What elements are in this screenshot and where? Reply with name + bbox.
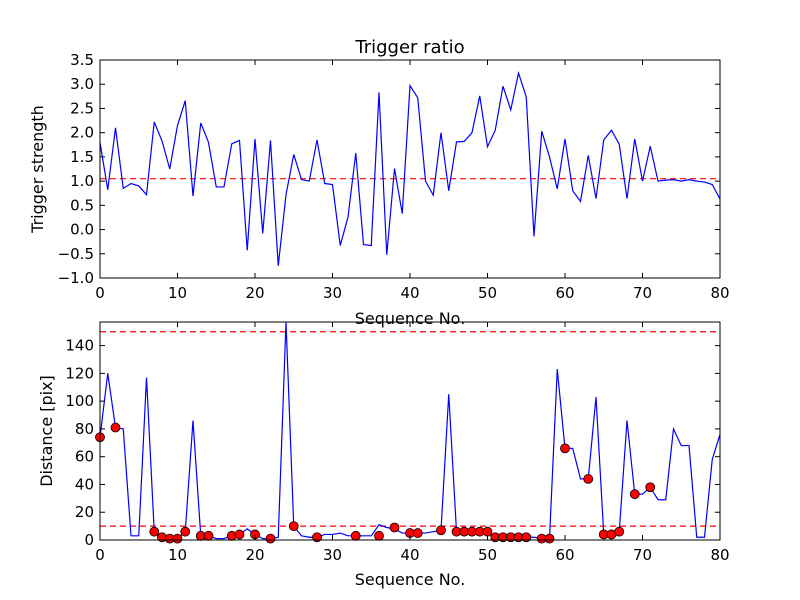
top-y-ticks: −1.0 −0.5 0.0 0.5 1.0 1.5 2.0 2.5 3.0 3.5 xyxy=(58,51,720,287)
data-point-marker xyxy=(180,526,191,537)
y-tick-label: 3.5 xyxy=(70,51,94,69)
y-tick-label: 0 xyxy=(84,531,94,549)
y-tick-label: 40 xyxy=(75,475,94,493)
x-tick-label: 40 xyxy=(400,284,419,302)
data-point-marker xyxy=(234,529,245,540)
y-tick-label: −1.0 xyxy=(58,269,94,287)
data-point-marker xyxy=(482,526,493,537)
data-point-marker xyxy=(265,533,276,544)
y-tick-label: 120 xyxy=(65,364,94,382)
x-tick-label: 80 xyxy=(710,546,729,564)
x-tick-label: 10 xyxy=(168,546,187,564)
data-point-marker xyxy=(629,489,640,500)
y-tick-label: 1.0 xyxy=(70,172,94,190)
x-tick-label: 60 xyxy=(555,284,574,302)
x-tick-label: 80 xyxy=(710,284,729,302)
x-tick-label: 70 xyxy=(633,284,652,302)
x-tick-label: 30 xyxy=(323,284,342,302)
top-chart-title: Trigger ratio xyxy=(354,37,464,58)
data-point-marker xyxy=(614,526,625,537)
x-tick-label: 0 xyxy=(95,284,105,302)
bottom-plot-area xyxy=(95,322,720,544)
x-tick-label: 10 xyxy=(168,284,187,302)
y-tick-label: 140 xyxy=(65,337,94,355)
trigger-ratio-panel: Trigger ratio 0 10 20 30 40 50 60 70 80 −1.0 −0.5… xyxy=(28,37,730,328)
y-tick-label: 60 xyxy=(75,448,94,466)
x-tick-label: 0 xyxy=(95,546,105,564)
data-point-marker xyxy=(110,422,121,433)
y-tick-label: 1.5 xyxy=(70,148,94,166)
top-y-axis-label: Trigger strength xyxy=(28,105,47,234)
data-point-marker xyxy=(374,530,384,541)
data-point-marker xyxy=(350,530,361,541)
x-tick-label: 50 xyxy=(478,284,497,302)
data-point-marker xyxy=(203,530,214,541)
y-tick-label: 2.0 xyxy=(70,124,94,142)
y-tick-label: 80 xyxy=(75,420,94,438)
y-tick-label: −0.5 xyxy=(58,245,94,263)
data-point-marker xyxy=(312,532,322,543)
y-tick-label: 2.5 xyxy=(70,99,94,117)
x-tick-label: 20 xyxy=(245,284,264,302)
data-point-marker xyxy=(521,532,532,543)
bottom-y-ticks: 0 20 40 60 80 100 120 140 xyxy=(65,337,720,549)
y-tick-label: 20 xyxy=(75,503,94,521)
top-x-ticks: 0 10 20 30 40 50 60 70 80 xyxy=(95,60,730,302)
data-point-marker xyxy=(544,533,555,544)
data-point-marker xyxy=(583,474,594,484)
data-point-marker xyxy=(412,528,423,538)
series-line xyxy=(100,70,720,266)
x-tick-label: 40 xyxy=(400,546,419,564)
data-point-marker xyxy=(560,443,570,454)
data-point-marker xyxy=(389,522,400,533)
y-tick-label: 0.5 xyxy=(70,196,94,214)
bottom-x-ticks: 0 10 20 30 40 50 60 70 80 xyxy=(95,322,730,564)
x-tick-label: 20 xyxy=(245,546,264,564)
y-tick-label: 100 xyxy=(65,392,94,410)
top-plot-area xyxy=(100,70,720,266)
x-tick-label: 60 xyxy=(555,546,574,564)
x-tick-label: 70 xyxy=(633,546,652,564)
bottom-y-axis-label: Distance [pix] xyxy=(37,375,56,487)
data-point-marker xyxy=(645,482,656,493)
data-point-marker xyxy=(149,526,160,537)
data-point-marker xyxy=(436,525,446,536)
bottom-x-axis-label: Sequence No. xyxy=(355,570,466,589)
y-tick-label: 0.0 xyxy=(70,221,94,239)
distance-panel: 0 10 20 30 40 50 60 70 80 0 20 40 60 80 100 120 140 Seq… xyxy=(37,321,730,589)
top-x-axis-label: Sequence No. xyxy=(355,309,466,328)
x-tick-label: 30 xyxy=(323,546,342,564)
y-tick-label: 3.0 xyxy=(70,75,94,93)
x-tick-label: 50 xyxy=(478,546,497,564)
data-point-marker xyxy=(288,521,299,532)
